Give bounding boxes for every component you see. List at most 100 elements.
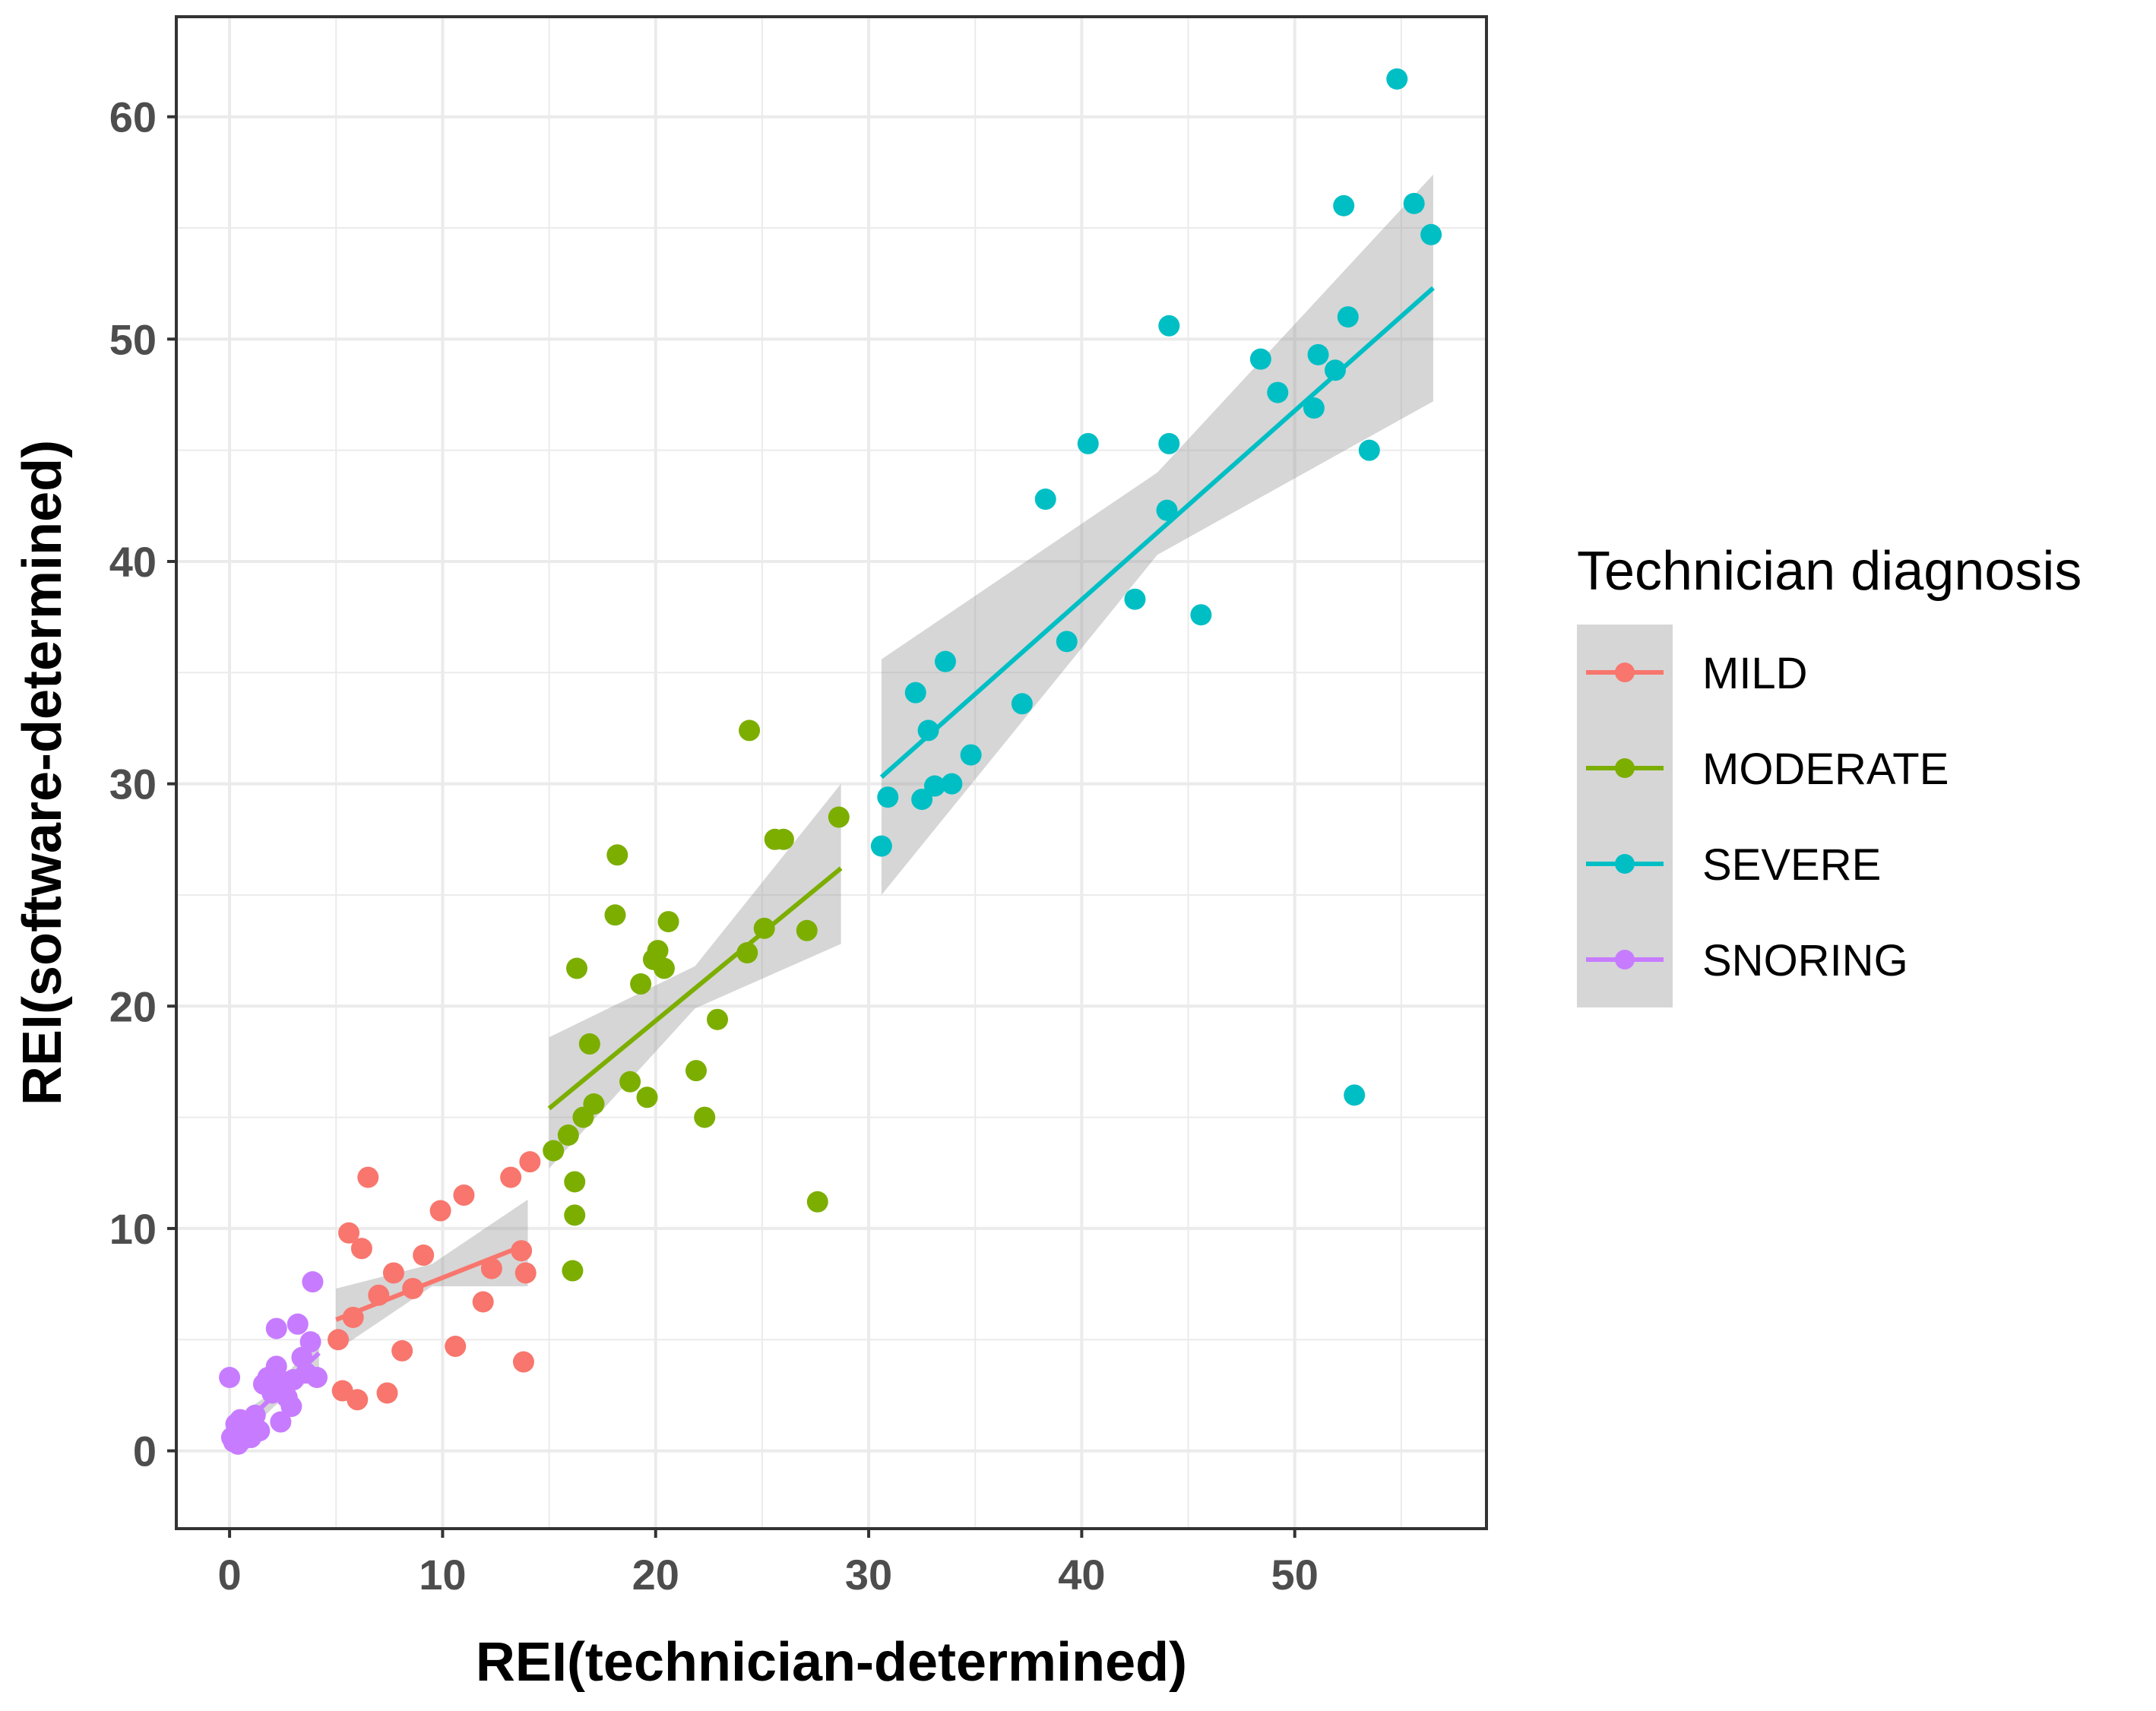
- y-axis-title: REI(software-determined): [12, 440, 73, 1105]
- confidence-band-mild: [336, 1199, 528, 1351]
- y-tick-label: 60: [109, 93, 157, 141]
- y-axis-ticks: 0 10 20 30 40 50 60: [109, 93, 176, 1475]
- fit-lines: [228, 286, 1435, 1440]
- point-severe: [911, 789, 933, 811]
- point-mild: [453, 1184, 475, 1207]
- point-severe: [1158, 432, 1180, 454]
- point-severe: [904, 682, 926, 704]
- point-mild: [350, 1238, 372, 1260]
- point-snoring: [219, 1367, 241, 1388]
- point-mild: [500, 1166, 522, 1188]
- point-moderate: [606, 844, 628, 866]
- x-tick-label: 0: [218, 1551, 242, 1599]
- legend-title: Technician diagnosis: [1577, 541, 2082, 602]
- x-tick-label: 10: [419, 1551, 466, 1599]
- point-severe: [917, 720, 939, 742]
- x-axis-title: REI(technician-determined): [476, 1632, 1187, 1693]
- legend-key-point: [1615, 663, 1635, 682]
- point-severe: [1124, 588, 1146, 610]
- point-moderate: [772, 828, 794, 850]
- point-severe: [870, 835, 892, 857]
- point-severe: [877, 786, 899, 808]
- point-snoring: [265, 1355, 287, 1377]
- legend: Technician diagnosis MILD MODERATE SEVERE S…: [1577, 541, 2082, 1007]
- fit-line-severe: [879, 286, 1435, 780]
- point-snoring: [302, 1271, 324, 1293]
- point-moderate: [657, 911, 679, 933]
- fit-line-snoring: [228, 1351, 321, 1440]
- y-tick-label: 40: [109, 538, 157, 586]
- point-severe: [1077, 432, 1099, 454]
- fit-line-mild: [335, 1241, 529, 1322]
- point-snoring: [287, 1313, 309, 1335]
- point-severe: [960, 744, 982, 766]
- legend-key-point: [1615, 758, 1635, 778]
- x-tick-label: 40: [1058, 1551, 1105, 1599]
- point-severe: [1386, 68, 1408, 90]
- legend-label-severe: SEVERE: [1702, 840, 1881, 890]
- point-severe: [1303, 397, 1325, 419]
- point-severe: [1333, 195, 1355, 217]
- legend-label-moderate: MODERATE: [1702, 745, 1949, 794]
- point-mild: [512, 1351, 534, 1373]
- confidence-band-moderate: [549, 783, 841, 1169]
- plot-border: [175, 15, 1488, 1530]
- x-tick-label: 30: [845, 1551, 892, 1599]
- point-snoring: [249, 1420, 271, 1442]
- point-moderate: [578, 1033, 600, 1055]
- point-severe: [1158, 315, 1180, 337]
- point-severe: [1358, 439, 1380, 461]
- point-moderate: [630, 973, 652, 995]
- point-mild: [519, 1151, 541, 1173]
- point-moderate: [564, 1171, 586, 1193]
- point-mild: [480, 1257, 502, 1279]
- point-severe: [941, 773, 963, 795]
- point-moderate: [707, 1008, 729, 1030]
- point-mild: [347, 1389, 369, 1411]
- point-snoring: [299, 1331, 321, 1353]
- point-moderate: [796, 919, 818, 941]
- legend-label-snoring: SNORING: [1702, 936, 1908, 985]
- point-severe: [1403, 192, 1425, 214]
- point-mild: [382, 1262, 404, 1284]
- point-mild: [472, 1291, 494, 1313]
- legend-key-point: [1615, 854, 1635, 874]
- point-severe: [1344, 1084, 1366, 1106]
- point-severe: [1156, 499, 1178, 521]
- fit-line-moderate: [547, 866, 843, 1111]
- point-moderate: [562, 1260, 584, 1282]
- point-snoring: [306, 1367, 328, 1388]
- point-mild: [328, 1329, 350, 1351]
- point-moderate: [739, 720, 761, 742]
- point-moderate: [636, 1086, 658, 1109]
- legend-key-point: [1615, 950, 1635, 969]
- point-severe: [1249, 348, 1271, 370]
- legend-items: MILD MODERATE SEVERE SNORING: [1577, 625, 1949, 1007]
- legend-label-mild: MILD: [1702, 649, 1808, 698]
- point-snoring: [265, 1317, 287, 1339]
- point-severe: [1034, 489, 1056, 511]
- point-moderate: [564, 1204, 586, 1226]
- x-tick-label: 50: [1271, 1551, 1319, 1599]
- point-moderate: [647, 940, 669, 962]
- point-moderate: [566, 957, 588, 979]
- point-severe: [1324, 359, 1346, 381]
- grid-minor: [176, 17, 1486, 1529]
- point-mild: [338, 1222, 360, 1244]
- point-severe: [1056, 631, 1078, 653]
- point-mild: [514, 1262, 537, 1284]
- point-mild: [445, 1336, 467, 1358]
- grid-major: [176, 17, 1486, 1529]
- point-mild: [413, 1245, 435, 1267]
- point-mild: [357, 1166, 379, 1188]
- point-moderate: [694, 1106, 716, 1128]
- point-severe: [923, 775, 945, 797]
- point-snoring: [270, 1411, 292, 1433]
- point-severe: [1190, 604, 1212, 626]
- y-tick-label: 30: [109, 761, 157, 808]
- y-tick-label: 50: [109, 315, 157, 363]
- point-severe: [1307, 343, 1329, 365]
- point-mild: [391, 1339, 413, 1362]
